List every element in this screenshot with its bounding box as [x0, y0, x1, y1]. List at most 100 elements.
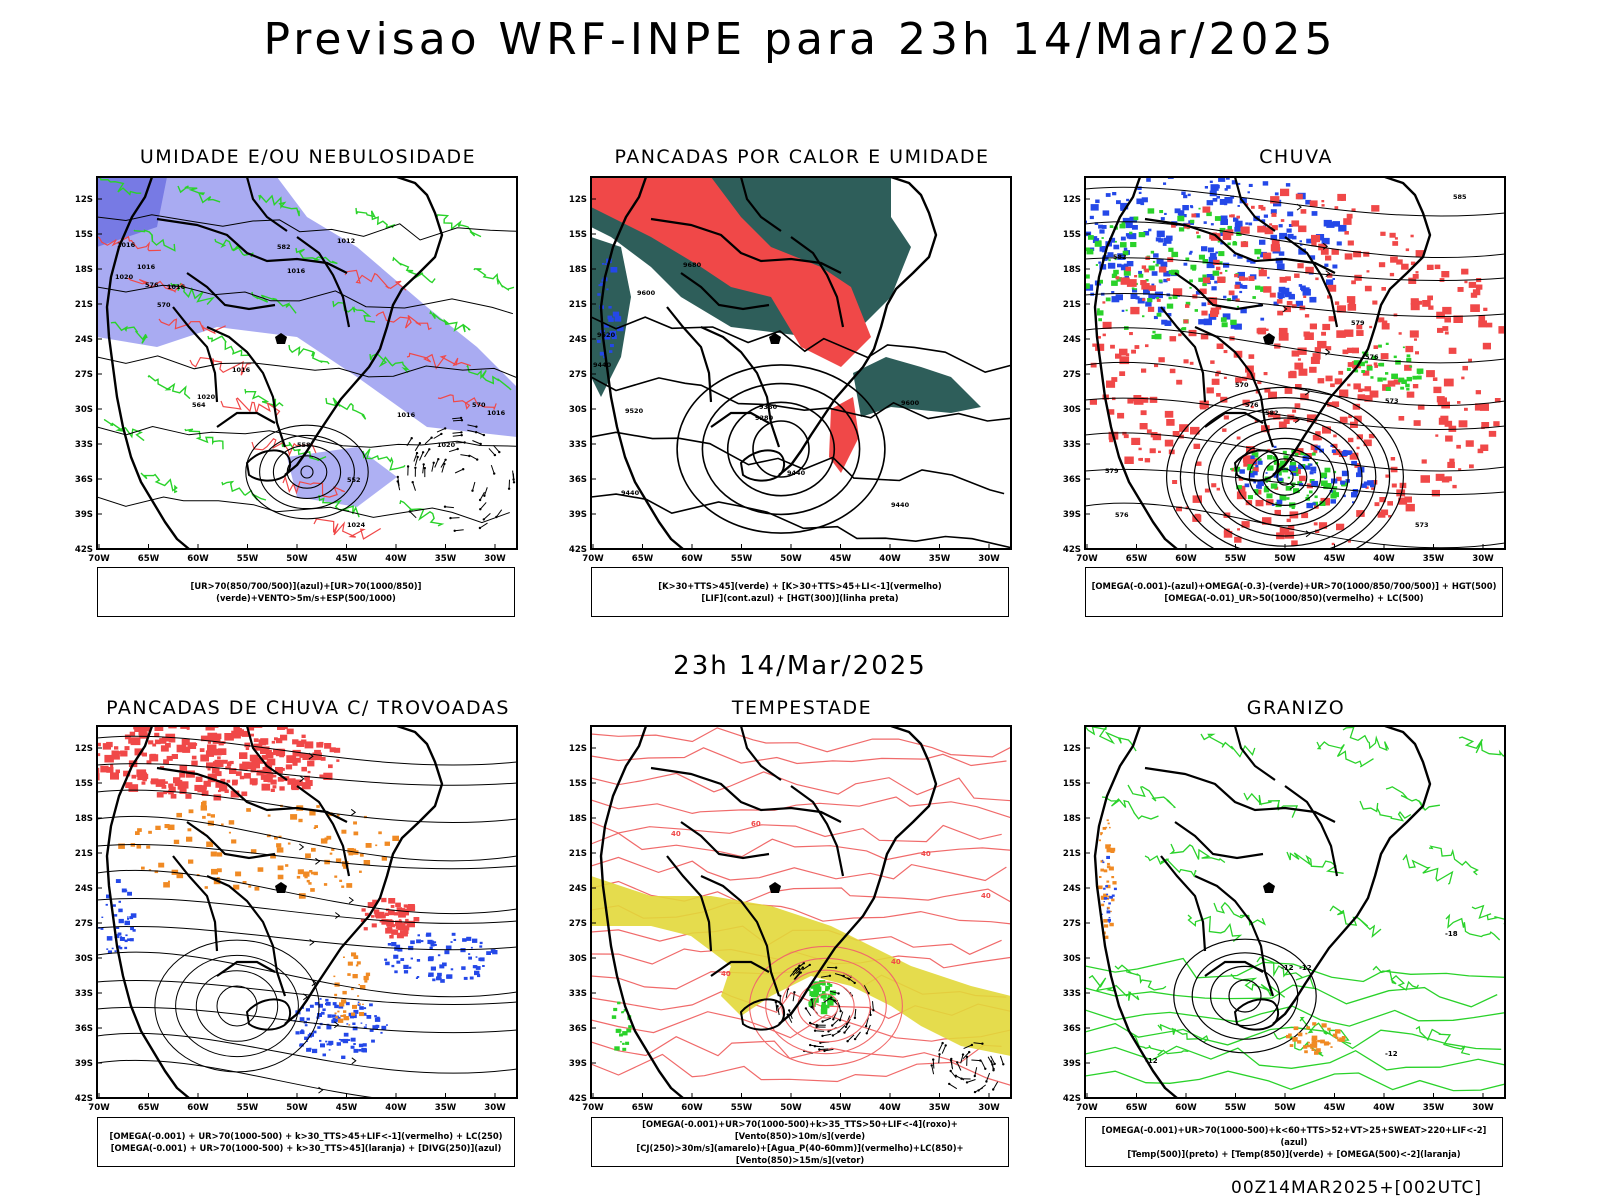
thunderstorm-red	[179, 764, 188, 771]
humidity-low-contour	[147, 374, 191, 400]
omega-red-rain	[1280, 527, 1290, 535]
contour-label: 1020	[197, 393, 216, 401]
contour-label: -18	[1445, 930, 1458, 938]
omega-red-rain	[1434, 264, 1441, 270]
divergence-blue	[353, 1009, 359, 1014]
thunderstorm-red	[241, 730, 250, 737]
omega-red-rain	[1158, 450, 1161, 453]
pressure-isobar	[97, 496, 510, 524]
divergence-blue	[124, 946, 128, 950]
wind-vector-head	[437, 458, 440, 461]
thunderstorm-orange	[309, 810, 316, 816]
lat-label: 39S	[75, 1059, 93, 1069]
thunderstorm-red	[247, 726, 255, 731]
omega-blue-rain	[1277, 292, 1285, 299]
lc850-contour	[749, 945, 903, 1067]
wind850-green	[814, 986, 822, 993]
wind850-vector	[962, 1051, 970, 1060]
divergence-blue	[106, 948, 109, 950]
omega-red-rain	[1288, 371, 1297, 379]
omega-green-rain	[1233, 241, 1236, 244]
divergence-blue	[369, 1003, 373, 1007]
omega-red-rain	[1398, 497, 1408, 505]
omega-red-rain	[1238, 477, 1244, 481]
wind850-vector-head	[799, 971, 802, 974]
wind850-vector-head	[954, 1074, 958, 1077]
omega-red-rain	[1251, 205, 1255, 209]
omega500-orange	[1335, 1029, 1341, 1034]
omega-green-rain	[1412, 375, 1418, 380]
contour-label: 40	[891, 958, 901, 966]
omega-red-rain	[1318, 437, 1322, 441]
omega-green-rain	[1372, 355, 1377, 360]
wind-vector	[440, 459, 447, 468]
humidity-low-contour	[258, 194, 300, 217]
divergence-blue	[119, 946, 123, 950]
wind850-vector	[854, 1008, 857, 1018]
thunderstorm-orange	[336, 814, 340, 817]
lat-label: 27S	[569, 919, 587, 929]
omega-blue-rain	[1132, 225, 1138, 230]
omega-red-rain	[1421, 459, 1427, 464]
lat-label: 42S	[1063, 545, 1081, 555]
omega-blue-rain	[1164, 320, 1172, 326]
omega-red-rain	[1291, 350, 1300, 357]
omega-red-rain	[1145, 344, 1149, 348]
wind-vector-head	[411, 481, 414, 484]
omega-red-rain	[1321, 204, 1325, 207]
thunderstorm-red	[241, 791, 248, 797]
temp850-contour	[1471, 904, 1505, 925]
omega-blue-rain	[1237, 205, 1240, 207]
thunderstorm-red	[245, 747, 250, 750]
omega-red-rain	[1189, 361, 1194, 365]
omega-red-rain	[1354, 415, 1362, 422]
country-border	[186, 272, 276, 311]
wind850-green	[823, 998, 826, 1001]
wind-vector-head	[423, 466, 426, 470]
omega-red-rain	[1353, 383, 1361, 390]
omega-blue-rain	[1135, 296, 1140, 300]
wind850-vector	[837, 1002, 842, 1012]
omega-green-rain	[1196, 235, 1201, 239]
wind-vector	[424, 449, 430, 458]
lat-label: 27S	[1063, 919, 1081, 929]
omega-blue-rain	[1164, 212, 1167, 215]
lif-contour-blob	[602, 263, 605, 265]
omega-blue-rain	[1223, 295, 1227, 299]
thunderstorm-orange	[343, 1014, 347, 1017]
wind-vector	[422, 464, 425, 474]
wind850-vector-head	[801, 966, 804, 969]
divergence-blue	[114, 914, 118, 917]
lc250-streamline-arrow	[351, 1057, 357, 1065]
omega-green-rain	[1097, 308, 1100, 311]
omega-blue-rain	[1342, 494, 1346, 498]
wind850-vector-head	[819, 1041, 822, 1044]
wind850-vector	[985, 1072, 991, 1082]
omega-blue-rain	[1143, 231, 1150, 236]
contour-label: 9600	[637, 289, 656, 297]
divergence-blue	[433, 941, 437, 944]
omega-red-rain	[1305, 266, 1314, 274]
omega-blue-rain	[1271, 503, 1275, 506]
thunderstorm-red	[214, 733, 222, 740]
divergence-blue	[447, 974, 453, 979]
omega-blue-rain	[1212, 198, 1218, 202]
divergence-blue	[445, 945, 452, 950]
omega-red-rain	[1309, 323, 1317, 330]
lon-label: 55W	[1225, 554, 1247, 564]
thunderstorm-red	[187, 742, 197, 749]
thunderstorm-orange	[202, 800, 207, 805]
omega-blue-rain	[1095, 199, 1100, 204]
hgt300-contour	[591, 316, 1011, 374]
thunderstorm-red	[128, 784, 139, 792]
omega-red-rain	[1310, 444, 1318, 451]
wind850-vector-head	[949, 1059, 953, 1062]
omega-blue-rain	[1206, 274, 1215, 280]
omega-green-rain	[1151, 334, 1157, 339]
omega500-orange	[1297, 1040, 1302, 1044]
omega-green-rain	[1236, 305, 1239, 308]
omega-red-rain	[1179, 424, 1189, 432]
wind-vector	[406, 437, 413, 447]
divergence-blue	[486, 951, 491, 955]
